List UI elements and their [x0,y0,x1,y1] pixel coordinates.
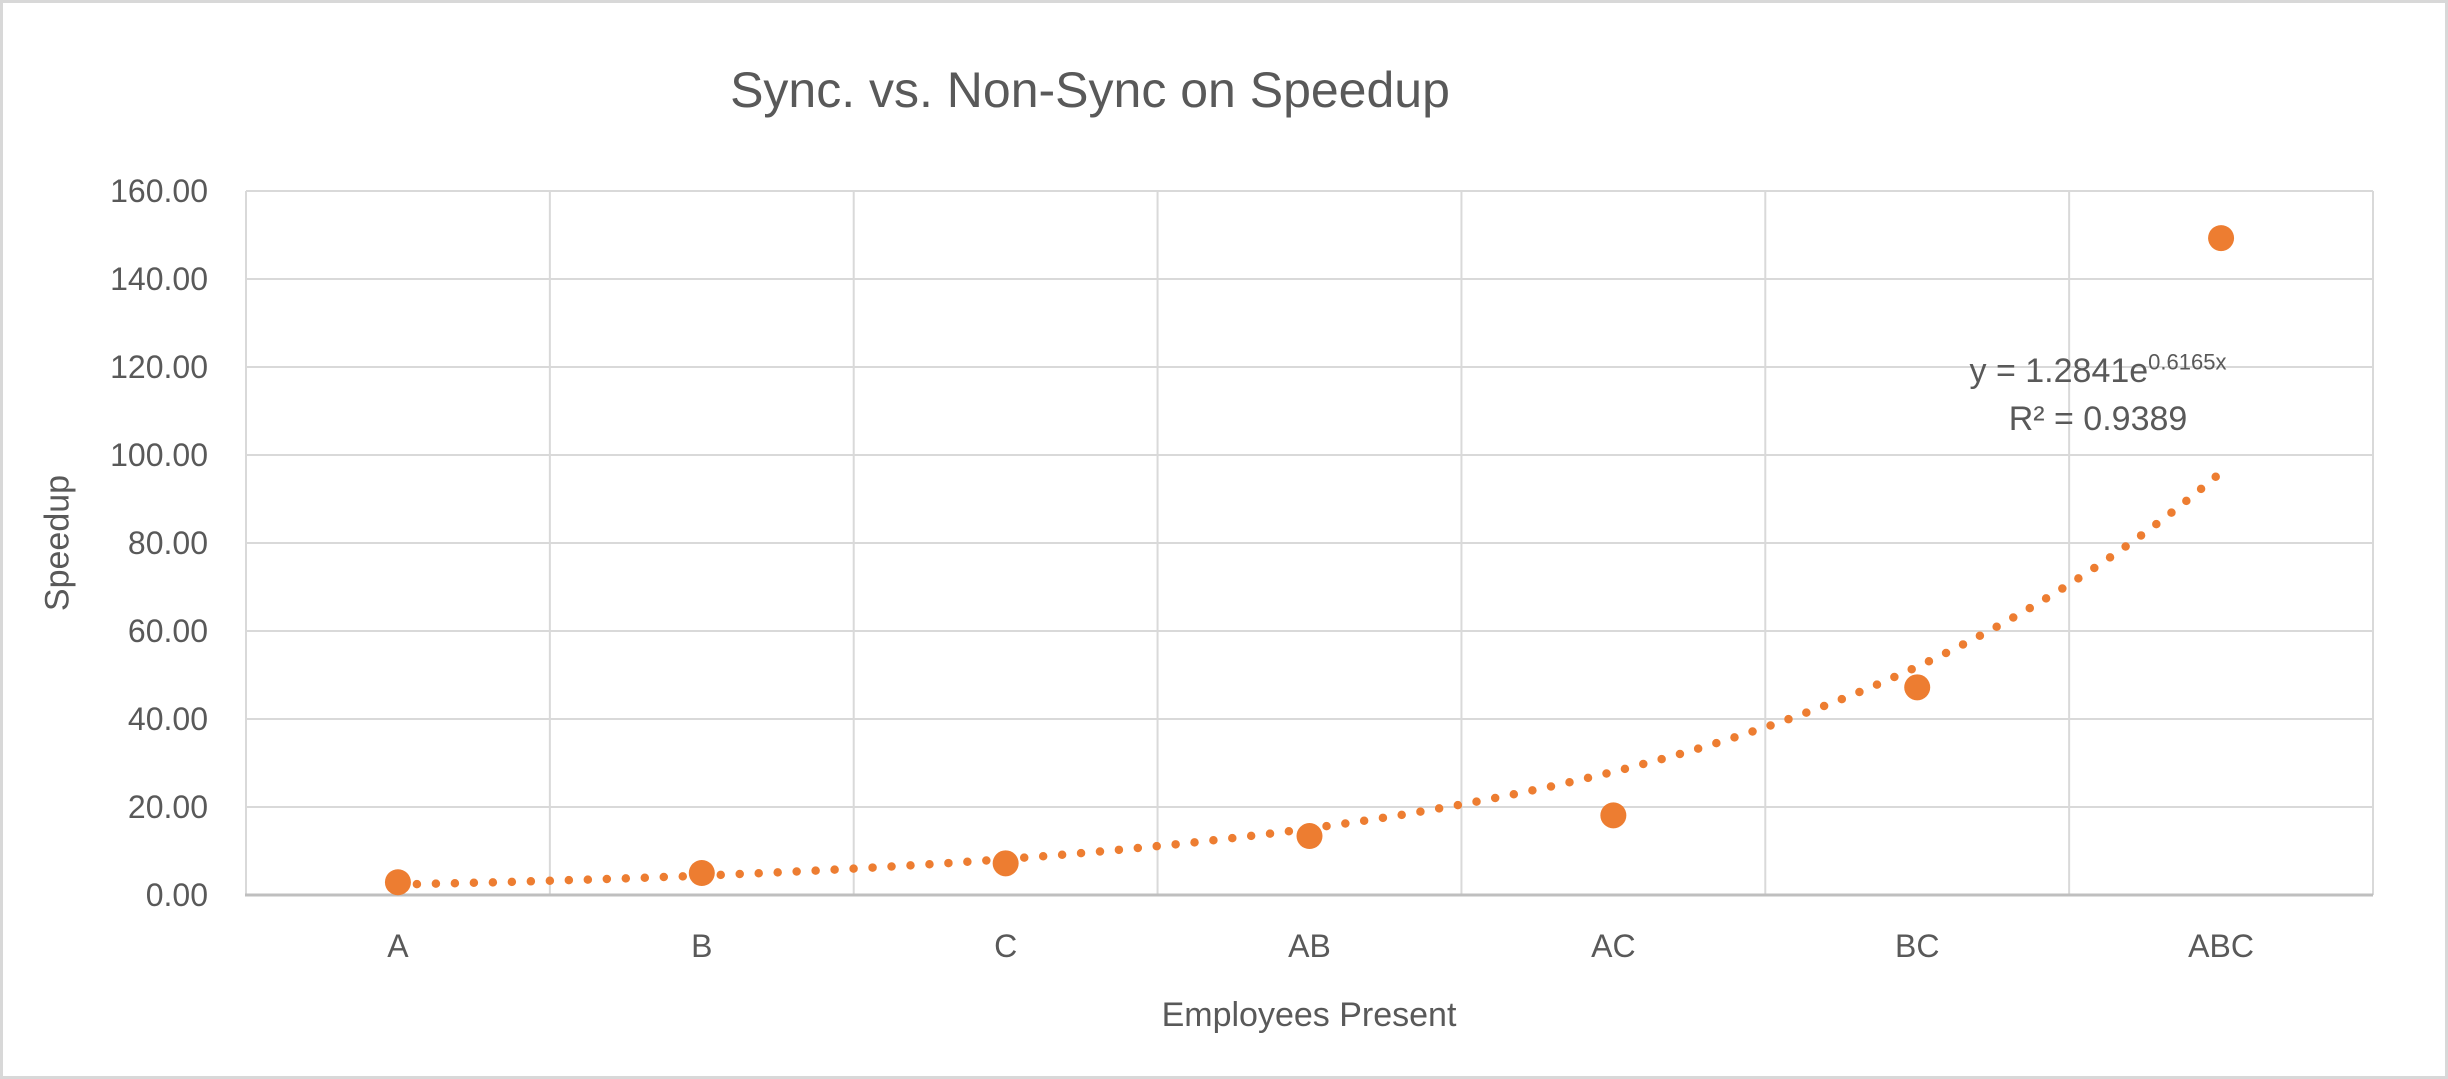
trendline-equation-base: y = 1.2841e [1969,352,2149,390]
data-point-marker-AC [1600,802,1627,829]
y-tick-label: 80.00 [127,525,208,561]
y-tick-label: 40.00 [127,701,208,737]
x-tick-label: AB [1288,928,1331,964]
trendline-r-squared: R² = 0.9389 [2008,400,2188,438]
chart-title: Sync. vs. Non-Sync on Speedup [730,62,1450,118]
y-tick-label: 60.00 [127,613,208,649]
data-point-marker-C [992,850,1019,877]
data-point-marker-B [688,860,715,886]
y-tick-label: 20.00 [127,789,208,825]
trendline-equation-line: y = 1.2841e0.6165x [1878,347,2318,395]
y-tick-label: 160.00 [110,173,208,209]
x-tick-label: BC [1894,928,1940,964]
data-point-marker-BC [1904,674,1931,701]
plot-area [245,190,2374,897]
trendline-equation-exponent: 0.6165x [2148,349,2227,375]
data-point-marker-AB [1296,823,1323,850]
x-tick-label: ABC [2188,928,2254,964]
x-tick-label: A [387,928,409,964]
data-point-marker-A [384,869,411,896]
data-point-marker-ABC [2208,225,2235,252]
x-tick-label: AC [1591,928,1636,964]
trendline-equation-block: y = 1.2841e0.6165x R² = 0.9389 [1878,347,2318,443]
x-tick-label: C [994,928,1018,964]
x-tick-label: B [691,928,713,964]
y-tick-label: 0.00 [145,877,208,913]
trendline-path [393,467,2226,889]
y-tick-label: 140.00 [110,261,208,297]
y-tick-label: 120.00 [110,349,208,385]
x-axis-title: Employees Present [1161,996,1457,1034]
y-tick-label: 100.00 [110,437,208,473]
